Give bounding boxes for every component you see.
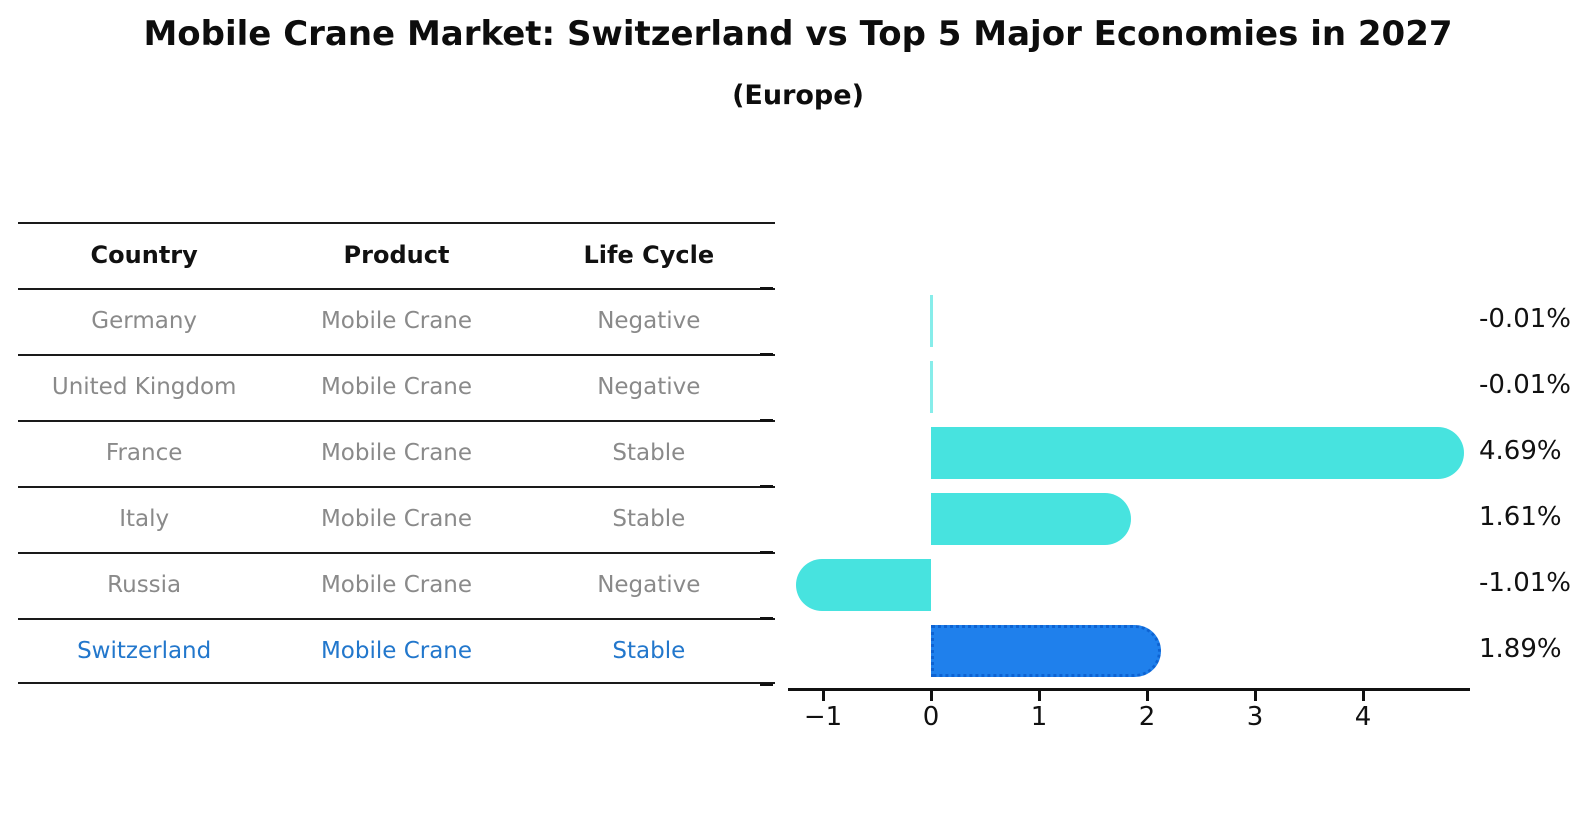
x-tick-mark: [1254, 691, 1257, 701]
bar-united-kingdom: [930, 361, 933, 413]
cell-product: Mobile Crane: [320, 440, 473, 466]
cell-life-cycle: Negative: [597, 572, 701, 598]
table-header-row: Country Product Life Cycle: [18, 222, 775, 288]
bar-italy: [931, 493, 1131, 545]
cell-country: Switzerland: [77, 638, 212, 664]
cell-product: Mobile Crane: [320, 308, 473, 334]
y-tick-mark: [760, 617, 773, 620]
cell-country: Italy: [119, 506, 170, 532]
bar-switzerland: [931, 625, 1162, 677]
value-label-united-kingdom: -0.01%: [1479, 370, 1571, 400]
page-subtitle: (Europe): [732, 80, 864, 111]
x-tick-mark: [1362, 691, 1365, 701]
table-row-united-kingdom: United Kingdom Mobile Crane Negative: [18, 354, 775, 420]
x-tick-mark: [1146, 691, 1149, 701]
header-product: Product: [343, 241, 450, 269]
y-tick-mark: [760, 551, 773, 554]
x-tick-mark: [930, 691, 933, 701]
cell-product: Mobile Crane: [320, 572, 473, 598]
x-axis-line: [788, 688, 1470, 691]
x-tick-label: 2: [1138, 702, 1156, 732]
cell-life-cycle: Stable: [612, 638, 686, 664]
bar-france: [931, 427, 1464, 479]
header-life-cycle: Life Cycle: [583, 241, 715, 269]
y-tick-mark: [760, 419, 773, 422]
country-table: Country Product Life Cycle Germany Mobil…: [18, 222, 775, 684]
x-tick-label: −1: [803, 702, 843, 732]
cell-life-cycle: Negative: [597, 308, 701, 334]
y-tick-mark: [760, 353, 773, 356]
bar-russia: [795, 559, 931, 611]
table-row-switzerland: Switzerland Mobile Crane Stable: [18, 618, 775, 684]
table-row-italy: Italy Mobile Crane Stable: [18, 486, 775, 552]
y-tick-mark: [760, 683, 773, 686]
y-tick-mark: [760, 287, 773, 290]
x-tick-label: 3: [1246, 702, 1264, 732]
cell-life-cycle: Negative: [597, 374, 701, 400]
header-country: Country: [90, 241, 198, 269]
x-tick-label: 0: [922, 702, 940, 732]
table-row-russia: Russia Mobile Crane Negative: [18, 552, 775, 618]
value-label-russia: -1.01%: [1479, 568, 1571, 598]
cell-life-cycle: Stable: [612, 440, 686, 466]
cell-life-cycle: Stable: [612, 506, 686, 532]
y-tick-mark: [760, 485, 773, 488]
value-label-switzerland: 1.89%: [1479, 634, 1562, 664]
x-tick-label: 1: [1030, 702, 1048, 732]
table-row-germany: Germany Mobile Crane Negative: [18, 288, 775, 354]
cell-country: Germany: [91, 308, 198, 334]
cell-product: Mobile Crane: [320, 374, 473, 400]
cell-country: France: [105, 440, 183, 466]
cell-country: Russia: [107, 572, 182, 598]
value-label-italy: 1.61%: [1479, 502, 1562, 532]
cell-product: Mobile Crane: [320, 638, 473, 664]
x-tick-mark: [1038, 691, 1041, 701]
page-title: Mobile Crane Market: Switzerland vs Top …: [143, 14, 1453, 54]
x-tick-label: 4: [1354, 702, 1372, 732]
table-row-france: France Mobile Crane Stable: [18, 420, 775, 486]
bar-germany: [930, 295, 933, 347]
value-label-germany: -0.01%: [1479, 304, 1571, 334]
value-label-france: 4.69%: [1479, 436, 1562, 466]
cell-product: Mobile Crane: [320, 506, 473, 532]
cell-country: United Kingdom: [51, 374, 237, 400]
x-tick-mark: [822, 691, 825, 701]
